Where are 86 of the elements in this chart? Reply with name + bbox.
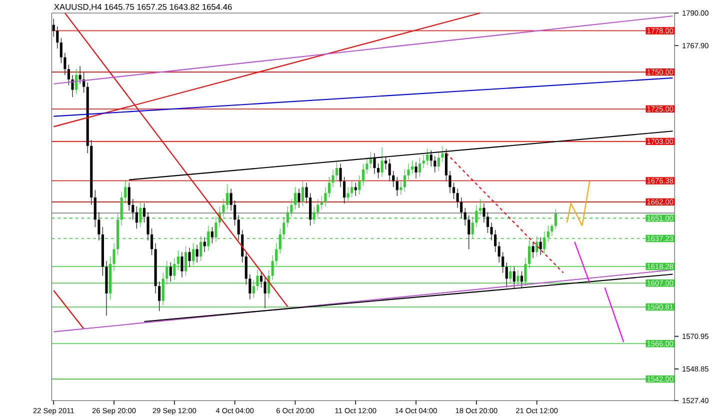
candlestick bbox=[188, 247, 191, 268]
candlestick bbox=[124, 180, 127, 204]
candlestick bbox=[128, 182, 130, 212]
candlestick bbox=[478, 198, 482, 216]
candlestick bbox=[362, 163, 364, 186]
candlestick bbox=[234, 200, 236, 226]
candlestick bbox=[380, 147, 384, 178]
chart-title: XAUUSD,H4 1645.75 1657.25 1643.82 1654.46 bbox=[54, 4, 232, 11]
candlestick bbox=[294, 186, 297, 210]
candlestick bbox=[67, 64, 70, 86]
candlestick bbox=[456, 188, 459, 208]
candlestick bbox=[441, 146, 444, 162]
candlestick bbox=[468, 214, 470, 250]
candlestick bbox=[494, 230, 497, 252]
candlestick bbox=[146, 212, 150, 241]
candlestick bbox=[56, 26, 59, 49]
candlestick bbox=[237, 214, 240, 241]
candlestick bbox=[490, 222, 493, 241]
candlestick bbox=[460, 197, 463, 218]
candlestick bbox=[210, 226, 214, 244]
candlestick bbox=[60, 38, 62, 64]
candlestick bbox=[244, 252, 248, 285]
candlestick bbox=[98, 212, 100, 241]
candlestick bbox=[71, 74, 74, 98]
candlestick bbox=[407, 163, 410, 180]
candlestick bbox=[158, 281, 161, 312]
candlestick bbox=[410, 160, 414, 174]
candlestick bbox=[309, 192, 312, 226]
candlestick bbox=[498, 242, 500, 263]
candlestick bbox=[196, 244, 198, 263]
candlestick bbox=[392, 170, 395, 188]
candlestick bbox=[396, 176, 398, 196]
candlestick bbox=[260, 271, 263, 288]
candlestick bbox=[414, 162, 418, 179]
candlestick bbox=[226, 184, 229, 210]
candlestick bbox=[343, 176, 346, 204]
candlestick bbox=[135, 206, 138, 229]
candlestick bbox=[305, 182, 308, 204]
candlestick bbox=[464, 208, 466, 226]
candlestick bbox=[78, 66, 82, 84]
candlestick bbox=[75, 68, 78, 95]
candlestick bbox=[320, 196, 323, 210]
candlestick bbox=[132, 198, 134, 220]
candlestick bbox=[350, 181, 354, 198]
candlestick bbox=[532, 242, 534, 258]
candlestick bbox=[418, 157, 422, 178]
candlestick bbox=[346, 186, 350, 202]
candlestick bbox=[388, 158, 391, 182]
candlestick bbox=[64, 52, 66, 76]
candlestick bbox=[486, 212, 490, 234]
candlestick bbox=[248, 274, 252, 300]
candlestick bbox=[142, 203, 146, 223]
candlestick bbox=[150, 228, 154, 256]
candlestick bbox=[430, 150, 432, 167]
candlestick bbox=[452, 182, 456, 200]
candlestick bbox=[169, 262, 172, 282]
candlestick bbox=[448, 170, 452, 194]
candlestick bbox=[482, 203, 486, 223]
candlestick bbox=[339, 163, 342, 188]
candlestick bbox=[324, 186, 327, 207]
candlestick bbox=[180, 252, 184, 278]
candlestick bbox=[335, 162, 338, 180]
candlestick bbox=[354, 182, 357, 196]
candlestick bbox=[434, 156, 436, 173]
candlestick bbox=[403, 169, 406, 192]
candlestick bbox=[264, 276, 266, 309]
candlestick bbox=[550, 224, 554, 236]
candlestick bbox=[502, 252, 504, 274]
candlestick bbox=[366, 157, 368, 174]
candlestick bbox=[301, 181, 304, 207]
candlestick bbox=[290, 198, 293, 218]
candlestick bbox=[426, 148, 429, 166]
candlestick bbox=[298, 188, 300, 208]
candlestick bbox=[328, 176, 330, 198]
candlestick bbox=[94, 190, 96, 228]
candlestick bbox=[539, 237, 542, 256]
candlestick bbox=[358, 175, 361, 195]
candlestick bbox=[384, 156, 388, 170]
candlestick bbox=[437, 151, 440, 172]
candlestick bbox=[422, 154, 425, 168]
candlestick bbox=[376, 163, 380, 179]
line-series bbox=[566, 180, 590, 226]
candlestick bbox=[400, 181, 402, 195]
candlestick bbox=[332, 169, 334, 188]
candlestick bbox=[373, 152, 376, 174]
candlestick bbox=[230, 188, 232, 212]
